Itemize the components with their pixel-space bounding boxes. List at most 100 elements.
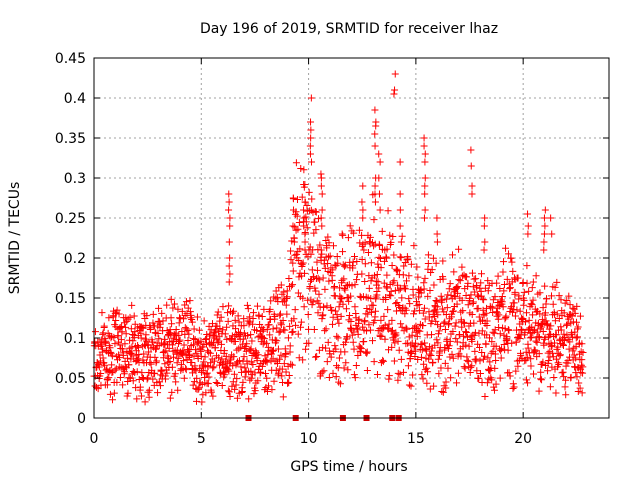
data-point-marker	[449, 308, 457, 316]
data-point-marker	[483, 317, 491, 325]
data-point-marker	[305, 339, 313, 347]
data-point-marker	[239, 378, 247, 386]
data-point-marker	[325, 373, 333, 381]
data-point-marker	[372, 307, 380, 315]
data-point-marker	[278, 365, 286, 373]
data-point-marker	[145, 393, 153, 401]
data-point-marker	[358, 270, 366, 278]
data-point-marker	[329, 266, 337, 274]
data-point-marker	[205, 373, 213, 381]
data-point-marker	[225, 278, 233, 286]
data-point-marker	[248, 337, 256, 345]
data-point-marker	[402, 306, 410, 314]
data-point-marker	[329, 369, 337, 377]
data-point-marker	[387, 327, 395, 335]
data-point-marker	[225, 302, 233, 310]
data-point-marker	[552, 389, 560, 397]
data-point-marker	[471, 329, 479, 337]
data-point-marker	[131, 320, 139, 328]
data-point-marker	[249, 361, 257, 369]
data-point-marker	[395, 286, 403, 294]
data-point-marker	[371, 198, 379, 206]
data-point-marker	[359, 214, 367, 222]
data-point-marker	[377, 264, 385, 272]
data-point-marker	[292, 321, 300, 329]
data-point-marker	[456, 277, 464, 285]
data-point-marker	[128, 343, 136, 351]
data-point-marker	[163, 369, 171, 377]
data-point-marker	[364, 310, 372, 318]
data-point-marker	[212, 378, 220, 386]
data-point-marker	[99, 345, 107, 353]
data-point-marker	[301, 230, 309, 238]
data-point-marker	[317, 182, 325, 190]
data-point-marker	[500, 280, 508, 288]
data-point-marker	[375, 190, 383, 198]
data-point-marker	[311, 284, 319, 292]
data-point-marker	[552, 331, 560, 339]
data-point-marker	[232, 361, 240, 369]
data-point-marker	[293, 212, 301, 220]
data-point-marker	[121, 368, 129, 376]
marks-layer	[90, 70, 587, 421]
data-point-marker	[454, 369, 462, 377]
data-point-marker	[524, 344, 532, 352]
data-point-marker	[331, 342, 339, 350]
data-point-marker	[329, 313, 337, 321]
data-point-marker	[390, 251, 398, 259]
data-point-marker	[301, 198, 309, 206]
data-point-marker	[557, 323, 565, 331]
data-point-marker	[363, 348, 371, 356]
data-point-marker	[405, 295, 413, 303]
data-point-marker	[338, 276, 346, 284]
data-point-marker	[554, 359, 562, 367]
data-point-marker	[359, 206, 367, 214]
data-point-marker	[420, 360, 428, 368]
data-point-marker	[122, 323, 130, 331]
data-point-marker	[516, 334, 524, 342]
data-point-marker	[300, 206, 308, 214]
data-point-marker	[410, 242, 418, 250]
data-point-marker	[311, 207, 319, 215]
data-point-marker	[433, 230, 441, 238]
data-point-marker	[324, 260, 332, 268]
data-point-marker	[263, 374, 271, 382]
data-point-marker	[100, 322, 108, 330]
data-point-marker	[149, 319, 157, 327]
data-point-marker	[369, 301, 377, 309]
data-point-marker	[401, 282, 409, 290]
data-point-marker	[405, 333, 413, 341]
data-point-marker	[225, 198, 233, 206]
data-point-marker	[478, 270, 486, 278]
data-point-marker	[306, 283, 314, 291]
data-point-marker	[134, 355, 142, 363]
data-point-marker	[345, 297, 353, 305]
data-point-marker	[359, 182, 367, 190]
data-point-marker	[558, 369, 566, 377]
data-point-marker	[386, 291, 394, 299]
data-point-marker	[325, 277, 333, 285]
data-point-marker	[286, 342, 294, 350]
data-point-marker	[250, 390, 258, 398]
data-point-marker	[346, 311, 354, 319]
data-point-marker	[371, 130, 379, 138]
data-point-marker	[520, 288, 528, 296]
data-point-marker	[557, 296, 565, 304]
data-point-marker	[552, 355, 560, 363]
data-point-marker	[434, 355, 442, 363]
data-point-marker	[490, 329, 498, 337]
data-point-marker	[496, 330, 504, 338]
data-point-marker	[177, 361, 185, 369]
data-point-marker	[531, 346, 539, 354]
data-point-marker	[375, 150, 383, 158]
data-point-marker	[427, 269, 435, 277]
data-point-marker	[464, 279, 472, 287]
data-point-marker	[563, 320, 571, 328]
data-point-marker	[466, 369, 474, 377]
data-point-marker	[439, 388, 447, 396]
data-point-marker	[325, 239, 333, 247]
data-point-marker	[404, 255, 412, 263]
data-point-marker	[351, 374, 359, 382]
data-point-marker	[433, 238, 441, 246]
